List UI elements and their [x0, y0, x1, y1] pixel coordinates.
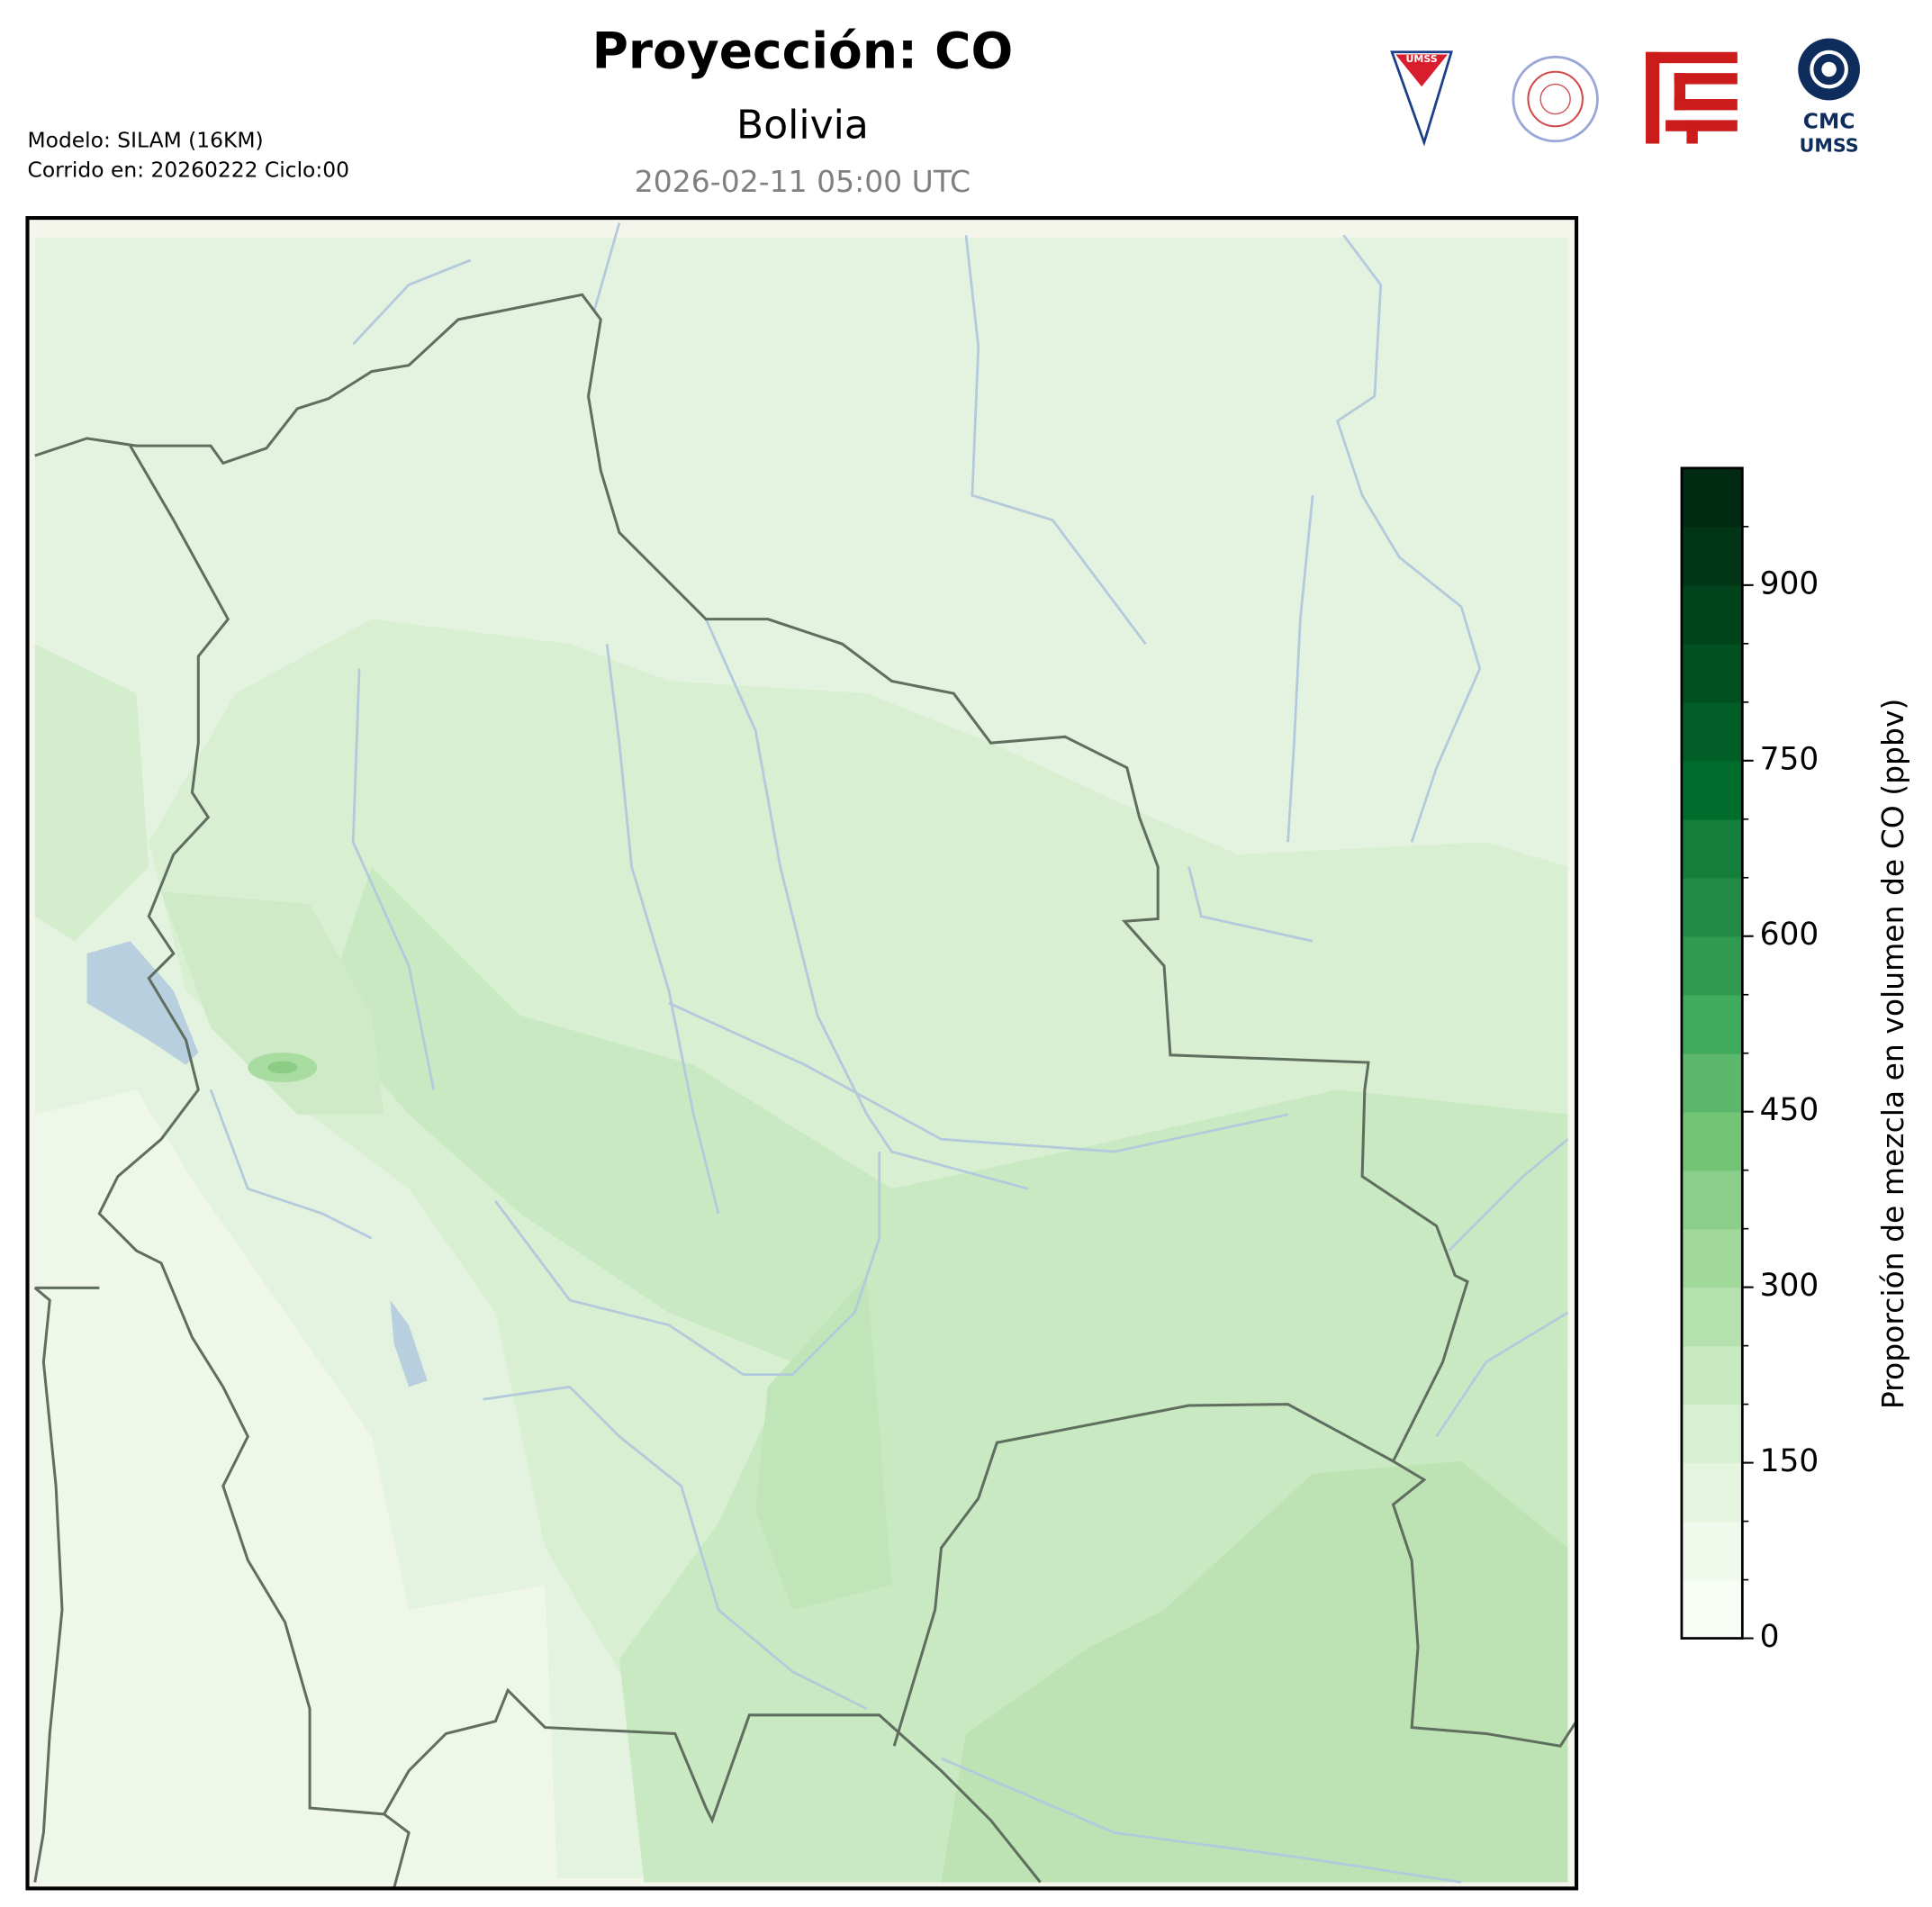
map-frame: [25, 215, 1579, 1891]
colorbar-frame: [1680, 466, 1744, 1640]
logo-fcyt: [1646, 51, 1738, 144]
tick-label: 150: [1760, 1443, 1819, 1479]
colorbar-band: [1681, 526, 1743, 586]
title: Proyección: CO: [592, 23, 1014, 80]
colorbar-band: [1681, 935, 1743, 996]
colorbar-band: [1681, 1521, 1743, 1581]
tick-label: 300: [1760, 1268, 1819, 1304]
colorbar-band: [1681, 584, 1743, 645]
colorbar-band: [1681, 1345, 1743, 1405]
tick-label: 600: [1760, 917, 1819, 953]
colorbar-band: [1681, 818, 1743, 879]
colorbar-band: [1681, 643, 1743, 703]
date: 2026-02-11 05:00 UTC: [635, 164, 971, 199]
tick-label: 450: [1760, 1092, 1819, 1128]
colorbar-band: [1681, 1053, 1743, 1113]
colorbar-band: [1681, 701, 1743, 762]
logo-text: CMC: [1803, 109, 1855, 134]
colorbar-band: [1681, 1462, 1743, 1523]
colorbar-band: [1681, 1287, 1743, 1347]
logo-umss: UMSS: [1390, 50, 1453, 147]
colorbar-band: [1681, 467, 1743, 528]
tick-label: 750: [1760, 741, 1819, 777]
colorbar: 0 150 300 450 600 750 900: [1680, 466, 1819, 1655]
logo-cmc: CMC UMSS: [1798, 38, 1860, 156]
subtitle: Bolivia: [736, 103, 869, 149]
map: [27, 218, 1577, 1889]
logo-fisica: [1512, 55, 1599, 143]
logo-text: UMSS: [1800, 134, 1859, 156]
colorbar-label: Proporción de mezcla en volumen de CO (p…: [1875, 699, 1910, 1410]
colorbar-band: [1681, 1579, 1743, 1640]
run-info: Corrido en: 20260222 Ciclo:00: [28, 157, 350, 182]
colorbar-band: [1681, 1228, 1743, 1288]
model-info: Modelo: SILAM (16KM): [28, 127, 264, 152]
colorbar-band: [1681, 760, 1743, 820]
colorbar-band: [1681, 877, 1743, 937]
colorbar-band: [1681, 1170, 1743, 1230]
colorbar-band: [1681, 1404, 1743, 1464]
colorbar-band: [1681, 994, 1743, 1054]
tick-label: 0: [1760, 1619, 1780, 1655]
tick-label: 900: [1760, 565, 1819, 601]
logo-text: UMSS: [1406, 53, 1438, 65]
colorbar-band: [1681, 1111, 1743, 1171]
